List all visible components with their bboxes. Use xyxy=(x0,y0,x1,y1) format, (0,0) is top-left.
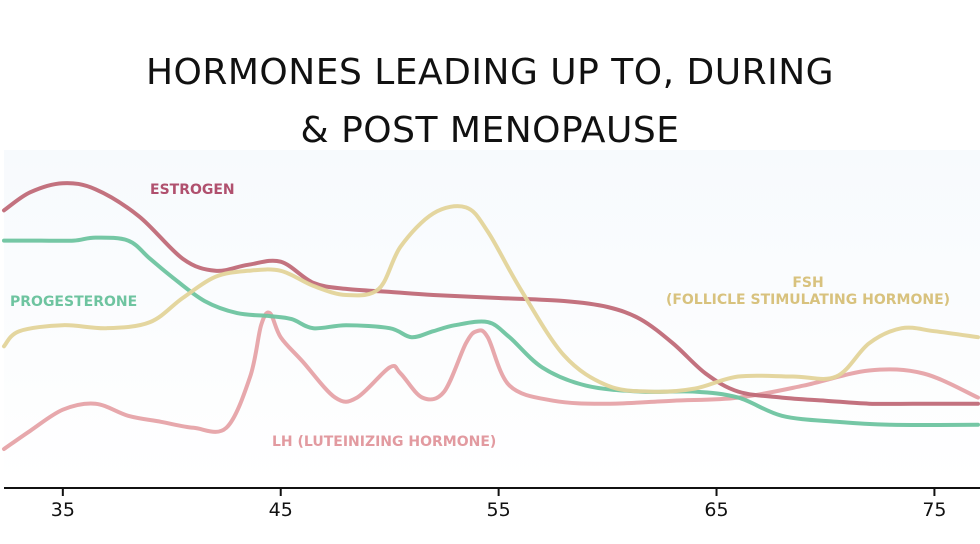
series-line-estrogen xyxy=(2,181,980,406)
x-tick-label: 55 xyxy=(487,499,511,521)
series-line-lh xyxy=(2,310,980,451)
chart-title-line-1: HORMONES LEADING UP TO, DURING xyxy=(145,52,835,93)
x-tick-label: 45 xyxy=(269,499,293,521)
series-label-layer: ESTROGEN PROGESTERONE FSH(FOLLICLE STIMULA… xyxy=(10,182,950,450)
series-line-progesterone xyxy=(2,235,980,428)
series-label-fsh: FSH xyxy=(792,275,823,291)
series-line-fsh xyxy=(2,204,980,394)
x-tick-label: 65 xyxy=(704,499,728,521)
x-axis: 35 45 55 65 75 xyxy=(4,487,980,521)
series-label-lh-luteinizing-hormone: LH (LUTEINIZING HORMONE) xyxy=(272,434,496,450)
series-label-progesterone: PROGESTERONE xyxy=(10,294,137,310)
series-layer xyxy=(2,181,980,451)
x-tick-label: 75 xyxy=(922,499,946,521)
series-label-follicle-stimulating-hormone: (FOLLICLE STIMULATING HORMONE) xyxy=(666,292,950,308)
chart-title-line-2: & POST MENOPAUSE xyxy=(300,110,680,151)
series-label-estrogen: ESTROGEN xyxy=(150,182,235,198)
x-tick-label: 35 xyxy=(51,499,75,521)
plot-background xyxy=(4,150,980,486)
